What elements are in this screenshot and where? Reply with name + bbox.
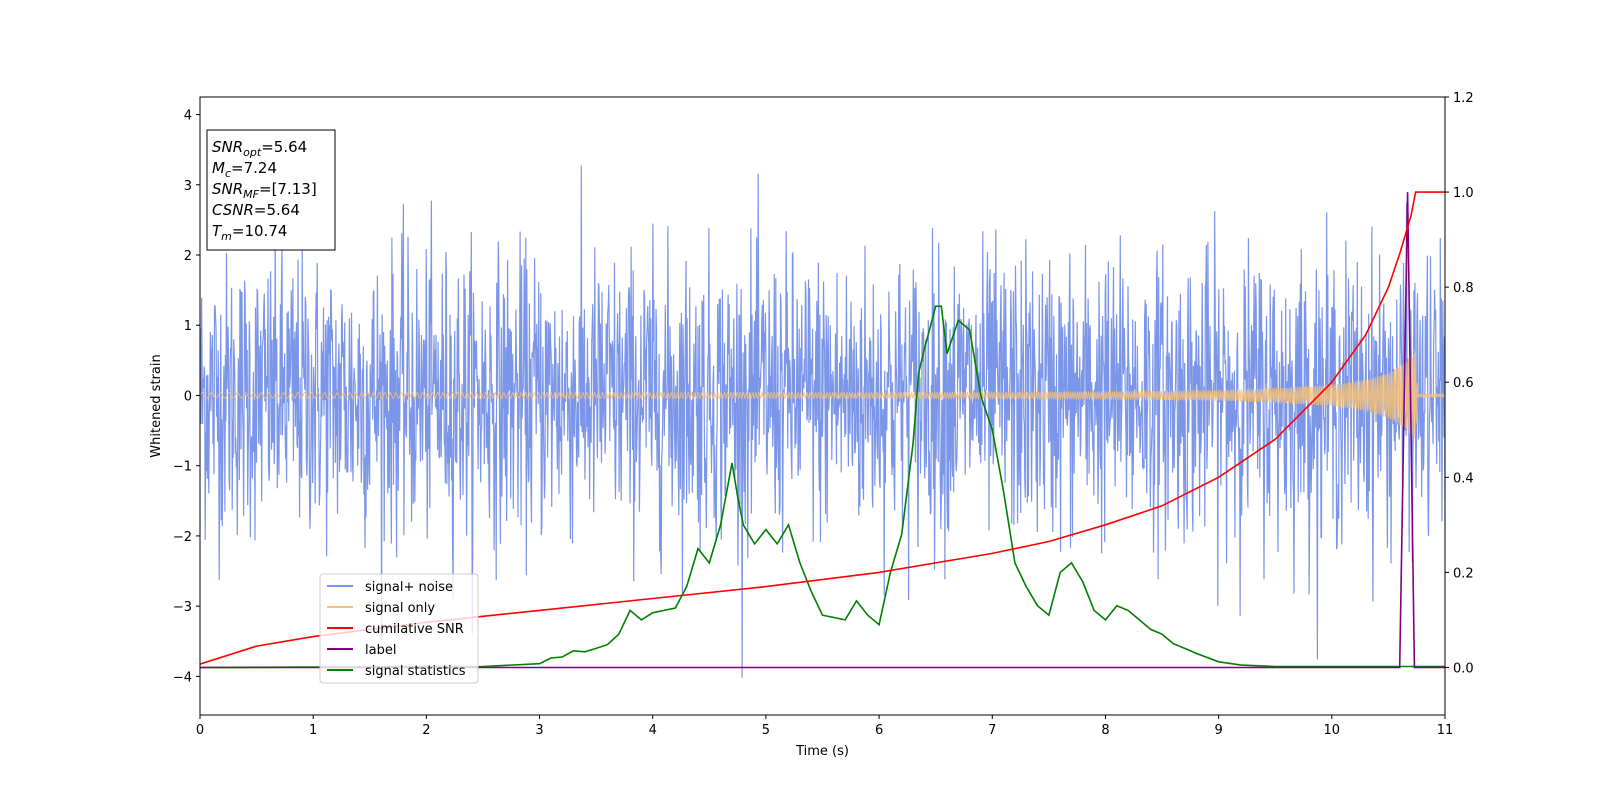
x-tick-label: 11 (1437, 723, 1454, 738)
x-tick-label: 5 (762, 723, 770, 738)
info-line: CSNR=5.64 (212, 201, 300, 219)
series-signal-noise (200, 165, 1445, 678)
y-tick-label: 2 (184, 249, 192, 264)
y-tick-label: −3 (173, 600, 192, 615)
axes-frame (199, 96, 1446, 716)
y-tick-label: 3 (184, 179, 192, 194)
series-signal-statistics (200, 305, 1445, 669)
legend-entry: signal statistics (365, 664, 466, 679)
x-axis: 0 1 2 3 4 5 6 7 8 9 10 11 (196, 715, 1453, 738)
y-tick-label: 0 (184, 389, 192, 404)
y-tick-label: −1 (173, 460, 192, 475)
x-tick-label: 4 (649, 723, 657, 738)
y2-tick-label: 0.2 (1453, 566, 1474, 581)
series-label (200, 192, 1445, 669)
x-tick-label: 7 (988, 723, 996, 738)
y-tick-label: 4 (184, 109, 192, 124)
y-axis-label: Whitened strain (149, 354, 164, 457)
y2-tick-label: 0.0 (1453, 661, 1474, 676)
series-signal-only (200, 352, 1445, 439)
y-tick-label: −2 (173, 530, 192, 545)
legend-entry: label (365, 643, 396, 658)
y2-tick-label: 0.8 (1453, 281, 1474, 296)
info-box-frame (206, 129, 336, 251)
x-tick-label: 1 (309, 723, 317, 738)
info-line: Tm=10.74 (212, 222, 287, 243)
legend-entry: cumilative SNR (365, 622, 464, 637)
info-line: SNRopt=5.64 (212, 138, 307, 159)
x-axis-label: Time (s) (795, 744, 849, 759)
y2-tick-label: 1.2 (1453, 91, 1474, 106)
y-tick-label: −4 (173, 670, 192, 685)
y2-tick-label: 1.0 (1453, 186, 1474, 201)
x-tick-label: 6 (875, 723, 883, 738)
y-axis-right: 0.0 0.2 0.4 0.6 0.8 1.0 1.2 (1445, 91, 1474, 676)
x-tick-label: 8 (1101, 723, 1109, 738)
info-line: SNRMF=[7.13] (212, 180, 317, 201)
x-tick-label: 2 (422, 723, 430, 738)
y-tick-label: 1 (184, 319, 192, 334)
x-tick-label: 0 (196, 723, 204, 738)
legend-frame (319, 573, 479, 684)
x-tick-label: 9 (1214, 723, 1222, 738)
x-tick-label: 3 (535, 723, 543, 738)
y-axis-left: −4 −3 −2 −1 0 1 2 3 4 (173, 109, 200, 685)
x-tick-label: 10 (1324, 723, 1341, 738)
legend-entry: signal+ noise (365, 580, 453, 595)
info-line: Mc=7.24 (212, 159, 277, 180)
legend-entry: signal only (365, 601, 435, 616)
legend: signal+ noise signal only cumilative SNR la… (319, 573, 479, 684)
y2-tick-label: 0.6 (1453, 376, 1474, 391)
y2-tick-label: 0.4 (1453, 471, 1474, 486)
